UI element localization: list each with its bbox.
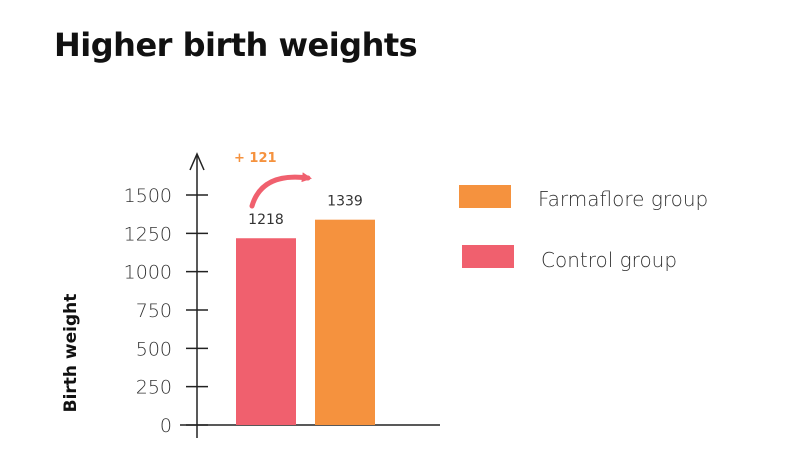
increase-annotation: + 121 (234, 151, 277, 166)
increase-arrow (249, 172, 312, 209)
y-tick-label: 1500 (124, 185, 172, 207)
data-label: 1339 (327, 194, 363, 210)
legend: Farmaflore group Control group (459, 185, 708, 272)
y-tick-label: 250 (136, 377, 172, 399)
y-axis-arrow (189, 152, 205, 171)
y-tick-label: 1250 (124, 223, 172, 245)
legend-swatch-control (462, 245, 514, 268)
bar-control-group (236, 238, 296, 425)
bars (236, 219, 375, 425)
legend-label-farmaflore: Farmaflore group (538, 187, 708, 211)
y-tick-label: 0 (160, 415, 172, 437)
data-labels: 1218 1339 (248, 194, 363, 229)
chart-title: Higher birth weights (54, 26, 418, 64)
data-label: 1218 (248, 212, 284, 228)
legend-swatch-farmaflore (459, 185, 511, 208)
legend-label-control: Control group (541, 248, 677, 272)
y-tick-label: 1000 (124, 262, 172, 284)
y-tick-label: 500 (136, 338, 172, 360)
bar-farmaflore-group (315, 219, 375, 425)
y-tick-label: 750 (136, 300, 172, 322)
y-axis-label: Birth weight (61, 294, 81, 413)
y-ticks: 0 250 500 750 1000 1250 1500 (124, 185, 208, 437)
